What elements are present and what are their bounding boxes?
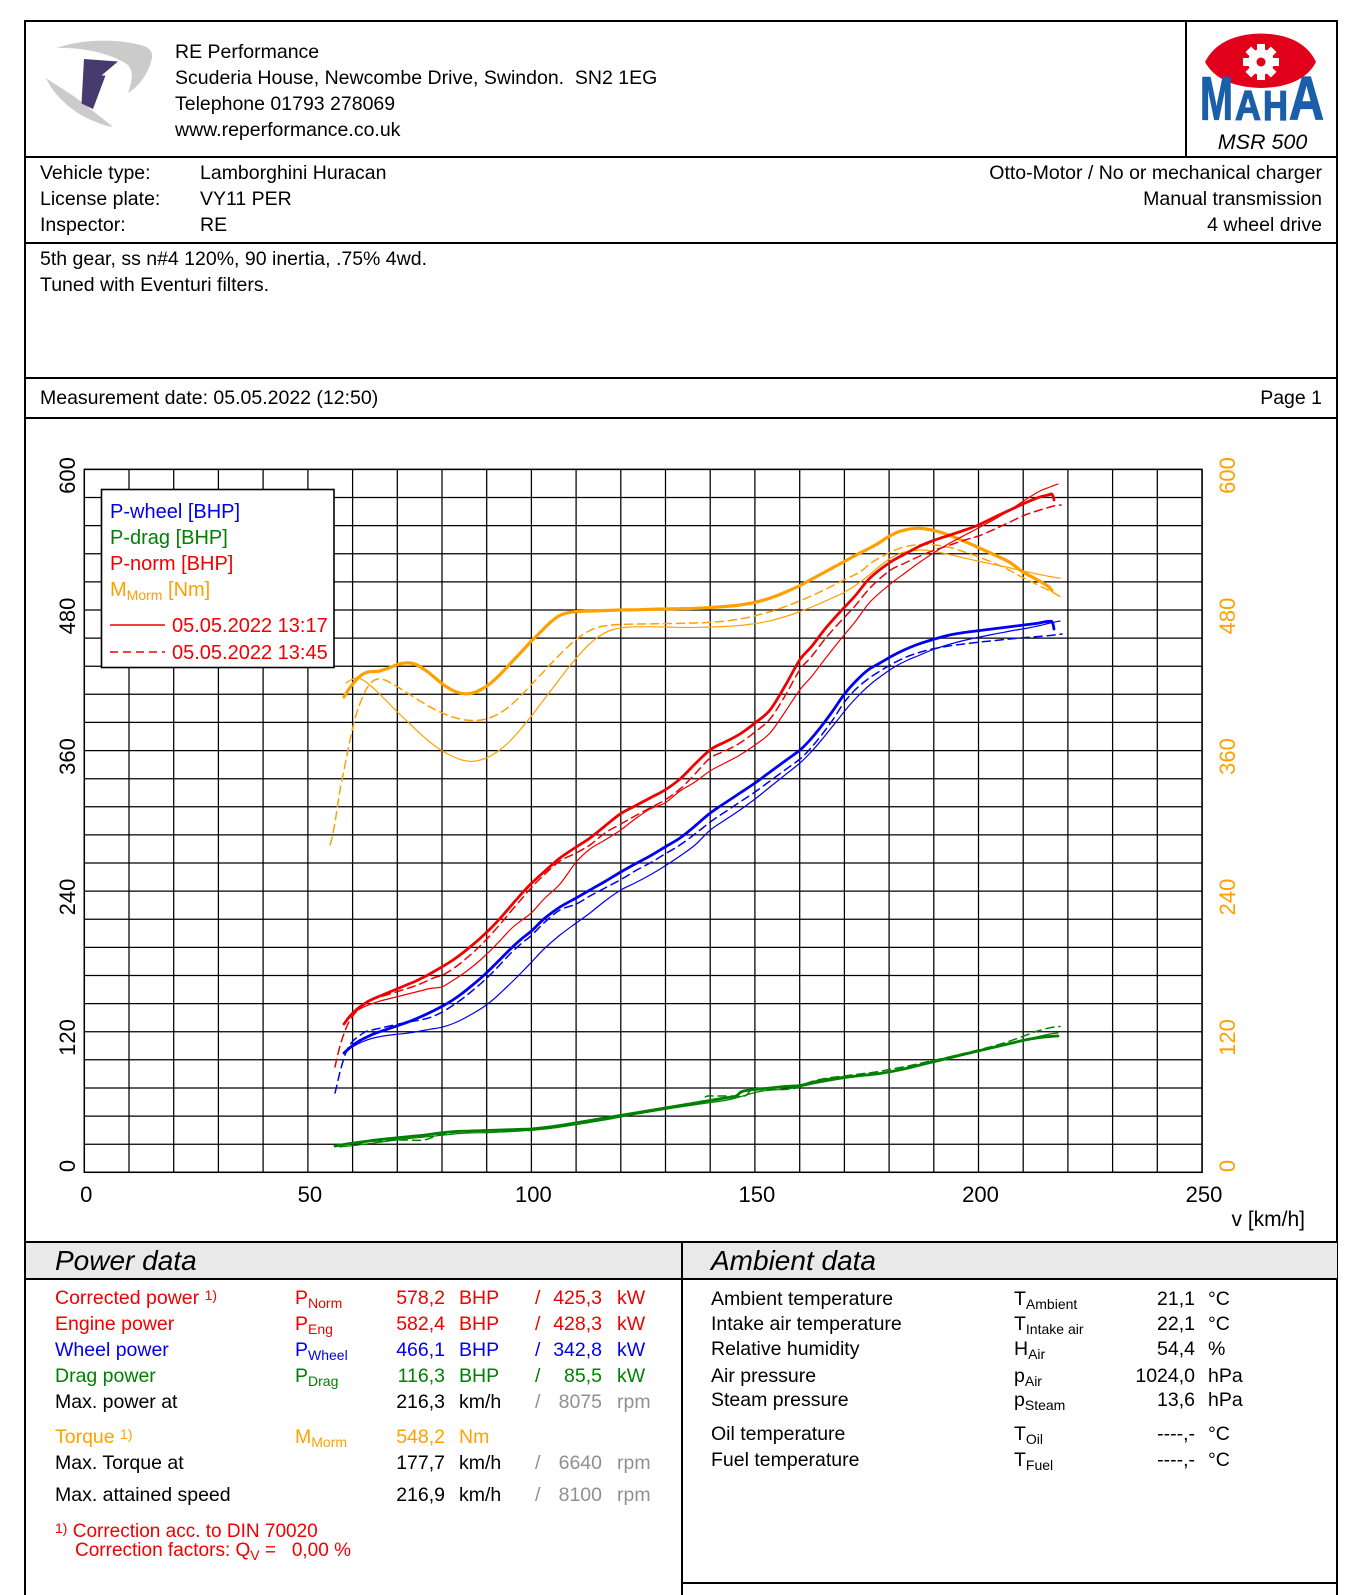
svg-text:360: 360 (55, 738, 80, 775)
svg-text:0: 0 (1215, 1160, 1240, 1172)
svg-text:P-wheel [BHP]: P-wheel [BHP] (110, 501, 240, 523)
svg-text:480: 480 (1215, 598, 1240, 635)
svg-text:360: 360 (1215, 738, 1240, 775)
svg-text:120: 120 (55, 1019, 80, 1056)
svg-text:P-norm [BHP]: P-norm [BHP] (110, 553, 233, 575)
svg-text:100: 100 (515, 1182, 552, 1207)
svg-text:v [km/h]: v [km/h] (1231, 1208, 1305, 1231)
svg-text:600: 600 (1215, 457, 1240, 494)
svg-text:MSR 500: MSR 500 (1218, 130, 1308, 154)
svg-text:200: 200 (962, 1182, 999, 1207)
svg-text:120: 120 (1215, 1019, 1240, 1056)
svg-text:50: 50 (298, 1182, 322, 1207)
svg-text:150: 150 (739, 1182, 776, 1207)
svg-text:05.05.2022 13:45: 05.05.2022 13:45 (172, 642, 328, 664)
svg-text:600: 600 (55, 457, 80, 494)
svg-text:05.05.2022 13:17: 05.05.2022 13:17 (172, 615, 328, 637)
svg-text:240: 240 (1215, 879, 1240, 916)
svg-text:H: H (1263, 82, 1288, 129)
svg-text:0: 0 (55, 1160, 80, 1172)
svg-text:480: 480 (55, 598, 80, 635)
svg-text:P-drag [BHP]: P-drag [BHP] (110, 527, 228, 549)
svg-text:250: 250 (1186, 1182, 1223, 1207)
svg-text:A: A (1289, 64, 1324, 132)
svg-text:M: M (1200, 64, 1233, 132)
svg-text:A: A (1235, 82, 1261, 129)
svg-text:0: 0 (80, 1182, 92, 1207)
svg-text:240: 240 (55, 879, 80, 916)
